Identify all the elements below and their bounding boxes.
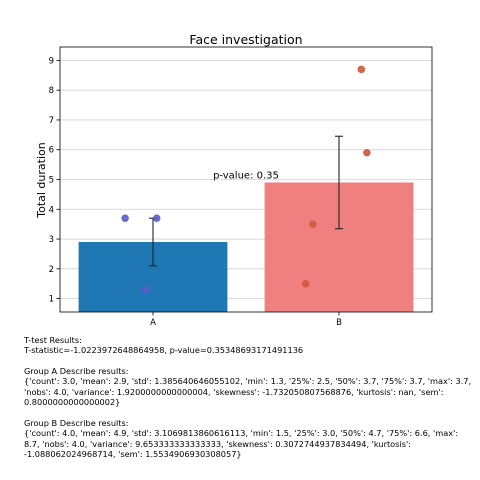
y-tick-label: 3 xyxy=(49,235,54,245)
y-tick-label: 9 xyxy=(49,56,54,66)
data-point-B xyxy=(301,280,310,288)
data-point-A xyxy=(121,214,129,222)
p-value-annotation: p-value: 0.35 xyxy=(213,171,279,182)
x-tick-label: B xyxy=(336,318,342,328)
y-tick-label: 6 xyxy=(49,146,54,156)
y-axis-label: Total duration xyxy=(35,142,48,219)
y-tick-label: 4 xyxy=(49,205,54,215)
y-tick-label: 2 xyxy=(49,265,54,275)
data-point-B xyxy=(309,220,317,228)
data-points xyxy=(121,65,371,294)
chart-title: Face investigation xyxy=(189,32,302,47)
data-point-A xyxy=(153,214,161,222)
y-tick-label: 8 xyxy=(49,86,54,96)
y-tick-label: 7 xyxy=(49,116,54,126)
y-axis-ticks: 1 2 3 4 5 6 7 8 9 xyxy=(49,56,60,305)
data-point-B xyxy=(357,65,366,74)
data-point-A xyxy=(141,285,150,294)
t-test-results: T-test Results: T-statistic=-1.022397264… xyxy=(24,335,304,356)
y-tick-label: 5 xyxy=(49,176,54,186)
group-a-describe: Group A Describe results: {'count': 3.0,… xyxy=(24,366,472,408)
x-tick-label: A xyxy=(150,318,156,328)
group-b-describe: Group B Describe results: {'count': 4.0,… xyxy=(24,418,459,460)
y-tick-label: 1 xyxy=(49,295,54,305)
data-point-B xyxy=(363,149,371,157)
error-bars xyxy=(149,135,343,267)
